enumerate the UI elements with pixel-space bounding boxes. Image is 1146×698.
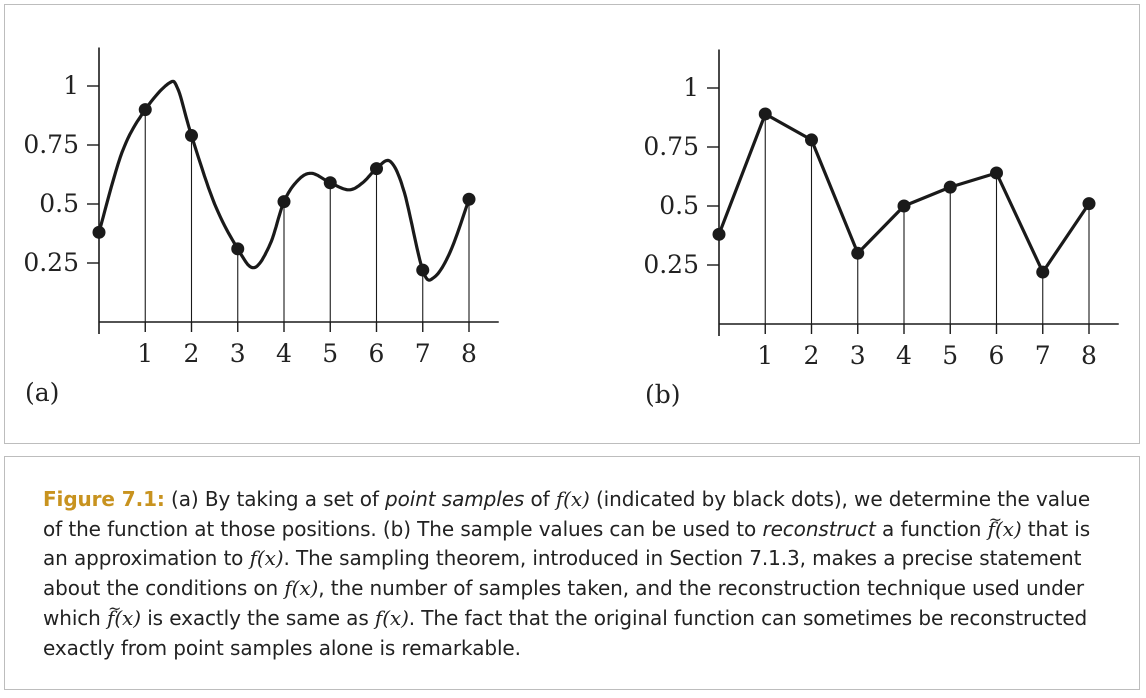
x-tick-label: 4	[276, 339, 292, 368]
math-f-tilde-x: ~ f(x)	[107, 598, 141, 630]
x-tick-label: 4	[896, 341, 912, 370]
x-tick-label: 8	[1081, 341, 1097, 370]
sample-point	[758, 107, 772, 121]
math-f-tilde-x: ~ f(x)	[987, 509, 1022, 541]
sample-point	[323, 176, 337, 190]
sample-point	[851, 246, 865, 260]
chart-b: 0.25 0.5 0.75 1 1 2 3 4 5 6 7 8 (b)	[643, 49, 1119, 409]
math-fx: f(x)	[374, 605, 409, 630]
sample-point	[231, 242, 245, 256]
sample-point	[943, 180, 957, 194]
sample-point	[897, 199, 911, 213]
sample-point	[805, 133, 818, 147]
x-tick-label: 3	[230, 339, 246, 368]
y-tick-label: 1	[63, 71, 79, 100]
figure-panel: 0.25 0.5 0.75 1 1 2 3 4 5 6 7 8 (a) 0.25 0.5 0.75 1 1 2 3 4…	[4, 4, 1140, 444]
sample-point	[185, 129, 198, 143]
y-tick-label: 0.25	[643, 250, 699, 279]
x-tick-label: 5	[942, 341, 958, 370]
sample-point	[1036, 265, 1050, 279]
chart-a: 0.25 0.5 0.75 1 1 2 3 4 5 6 7 8 (a)	[23, 47, 499, 407]
y-tick-label: 0.5	[659, 191, 699, 220]
x-tick-label: 2	[184, 339, 200, 368]
x-tick-label: 5	[322, 339, 338, 368]
math-fx: f(x)	[249, 546, 284, 571]
sample-point	[277, 195, 291, 209]
sample-point	[138, 103, 152, 117]
sample-point	[990, 166, 1003, 180]
figure-label: Figure 7.1:	[43, 487, 165, 511]
y-tick-label: 0.75	[643, 132, 699, 161]
sample-point	[712, 227, 726, 241]
x-tick-label: 1	[757, 341, 773, 370]
sample-point	[462, 192, 476, 206]
sample-point	[370, 162, 383, 176]
sample-point	[1082, 197, 1096, 211]
math-fx: f(x)	[555, 487, 590, 511]
y-tick-label: 1	[683, 73, 699, 102]
y-tick-label: 0.75	[23, 130, 79, 159]
series-line	[97, 79, 471, 282]
x-tick-label: 1	[137, 339, 153, 368]
caption-box: Figure 7.1: (a) By taking a set of point…	[4, 456, 1140, 690]
x-tick-label: 3	[850, 341, 866, 370]
x-tick-label: 6	[369, 339, 385, 368]
x-tick-label: 7	[1035, 341, 1051, 370]
sample-point	[416, 263, 430, 277]
subplot-label: (b)	[645, 380, 681, 409]
x-tick-label: 8	[461, 339, 477, 368]
x-tick-label: 2	[804, 341, 820, 370]
math-fx: f(x)	[284, 576, 319, 601]
y-tick-label: 0.25	[23, 248, 79, 277]
x-tick-label: 6	[989, 341, 1005, 370]
figure-caption: Figure 7.1: (a) By taking a set of point…	[43, 487, 1091, 660]
y-tick-label: 0.5	[39, 189, 79, 218]
x-tick-label: 7	[415, 339, 431, 368]
subplot-label: (a)	[25, 378, 59, 407]
sample-point	[92, 225, 106, 239]
